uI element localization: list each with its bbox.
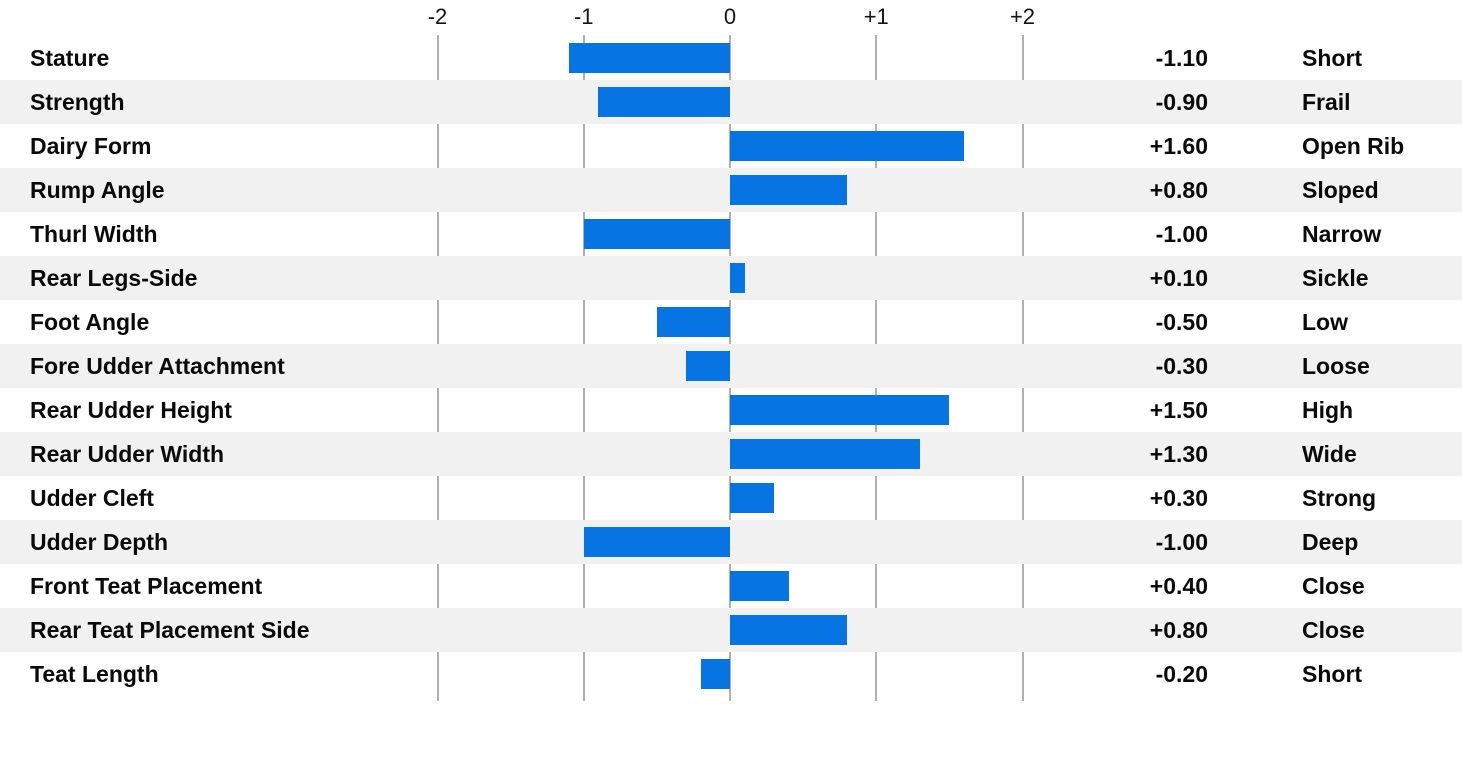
trait-bar [730,263,745,293]
trait-descriptor: Loose [1302,353,1370,379]
trait-label: Fore Udder Attachment [30,353,285,379]
trait-descriptor: Strong [1302,485,1377,511]
trait-bar [730,615,847,645]
trait-descriptor: Short [1302,45,1363,71]
trait-row: Foot Angle -0.50 Low [0,300,1462,344]
trait-row: Dairy Form +1.60 Open Rib [0,124,1462,168]
axis-tick-label: +1 [863,4,889,29]
trait-descriptor: Sloped [1302,177,1379,203]
axis-tick-label: -2 [427,4,448,29]
trait-label: Teat Length [30,661,159,687]
trait-row: Teat Length -0.20 Short [0,652,1462,696]
trait-label: Stature [30,45,110,71]
trait-value: -0.90 [1155,89,1208,115]
trait-value: -1.10 [1155,45,1208,71]
trait-value: -0.30 [1155,353,1208,379]
trait-label: Rear Teat Placement Side [30,617,310,643]
trait-row: Strength -0.90 Frail [0,80,1462,124]
trait-descriptor: Short [1302,661,1363,687]
trait-bar [730,483,774,513]
trait-descriptor: Close [1302,573,1365,599]
trait-bar [598,87,730,117]
trait-label: Rear Legs-Side [30,265,198,291]
trait-label: Dairy Form [30,133,152,159]
trait-label: Rump Angle [30,177,165,203]
trait-label: Udder Cleft [30,485,154,511]
trait-bar [583,527,730,557]
trait-bar [730,131,964,161]
trait-value: +0.80 [1149,177,1208,203]
trait-row: Fore Udder Attachment -0.30 Loose [0,344,1462,388]
trait-descriptor: Deep [1302,529,1359,555]
trait-row: Udder Cleft +0.30 Strong [0,476,1462,520]
trait-label: Rear Udder Width [30,441,225,467]
trait-label: Rear Udder Height [30,397,232,423]
trait-value: -0.50 [1155,309,1208,335]
trait-row: Front Teat Placement +0.40 Close [0,564,1462,608]
trait-row: Thurl Width -1.00 Narrow [0,212,1462,256]
trait-value: +1.50 [1149,397,1208,423]
trait-row: Rear Udder Width +1.30 Wide [0,432,1462,476]
trait-bar [656,307,730,337]
trait-bar [686,351,730,381]
trait-bar [730,439,921,469]
axis-tick-label: 0 [723,4,737,29]
trait-descriptor: Close [1302,617,1365,643]
trait-row: Rear Udder Height +1.50 High [0,388,1462,432]
trait-label: Front Teat Placement [30,573,263,599]
trait-row: Rear Teat Placement Side +0.80 Close [0,608,1462,652]
trait-label: Strength [30,89,125,115]
trait-bar [730,571,789,601]
trait-value: +0.80 [1149,617,1208,643]
trait-bar [700,659,730,689]
trait-value: +0.10 [1149,265,1208,291]
trait-value: +1.30 [1149,441,1208,467]
trait-label: Thurl Width [30,221,158,247]
trait-descriptor: Frail [1302,89,1351,115]
trait-bar [583,219,730,249]
trait-label: Foot Angle [30,309,150,335]
trait-row: Udder Depth -1.00 Deep [0,520,1462,564]
trait-value: -1.00 [1155,221,1208,247]
trait-label: Udder Depth [30,529,168,555]
trait-bar [730,395,950,425]
trait-bar [569,43,730,73]
trait-row: Rump Angle +0.80 Sloped [0,168,1462,212]
trait-value: -0.20 [1155,661,1208,687]
trait-descriptor: High [1302,397,1354,423]
trait-value: +1.60 [1149,133,1208,159]
trait-value: +0.30 [1149,485,1208,511]
axis-tick-label: -1 [573,4,594,29]
trait-value: +0.40 [1149,573,1208,599]
axis-tick-label: +2 [1009,4,1036,29]
trait-descriptor: Narrow [1302,221,1382,247]
trait-row: Rear Legs-Side +0.10 Sickle [0,256,1462,300]
trait-descriptor: Low [1302,309,1348,335]
trait-descriptor: Wide [1302,441,1357,467]
trait-value: -1.00 [1155,529,1208,555]
trait-descriptor: Sickle [1302,265,1369,291]
trait-bar [730,175,847,205]
trait-row: Stature -1.10 Short [0,36,1462,80]
trait-descriptor: Open Rib [1302,133,1405,159]
